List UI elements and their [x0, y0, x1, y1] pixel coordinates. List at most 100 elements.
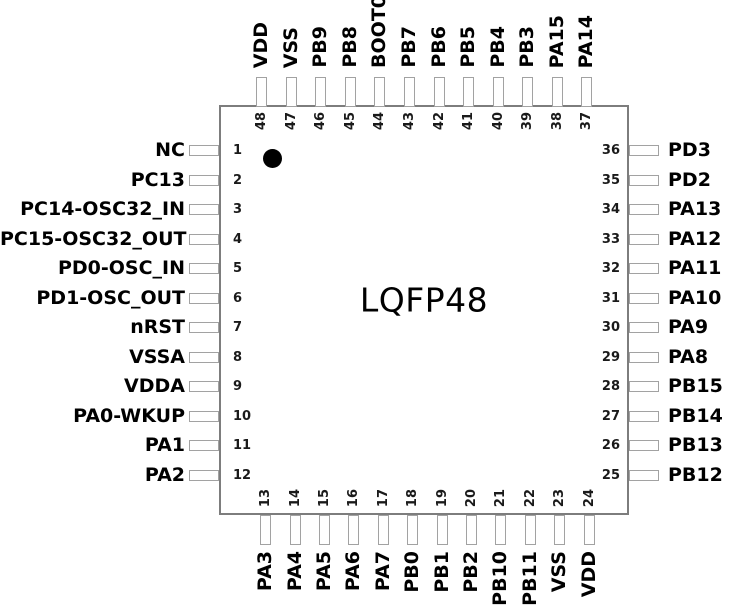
pin-number: 33: [601, 231, 620, 247]
pin-stub: [581, 77, 593, 107]
pin-number: 34: [601, 202, 620, 218]
pin-4: PC15-OSC32_OUT 4: [0, 225, 270, 255]
pin-stub: [189, 145, 219, 157]
pin-38: PA15 38: [542, 0, 572, 130]
pin-label: VDD: [577, 551, 600, 598]
pin-number: 4: [233, 231, 243, 247]
pin-label: PB1: [430, 551, 453, 593]
pin-number-area: 21: [486, 480, 515, 515]
pin-number: 12: [233, 467, 252, 483]
pin-label: VSS: [548, 551, 571, 593]
pin-number: 23: [552, 488, 568, 507]
pin-number: 5: [233, 261, 243, 277]
pin-number: 1: [233, 143, 243, 159]
pin-number-area: 15: [310, 480, 339, 515]
pin-number: 35: [601, 172, 620, 188]
pin-stub: [348, 515, 360, 545]
pin-13: 13 PA3: [251, 480, 280, 606]
pin-number: 47: [283, 112, 299, 131]
pin-10: PA0-WKUP 10: [0, 402, 270, 432]
pin-label: PA13: [668, 198, 722, 221]
pin-number: 31: [601, 290, 620, 306]
pin-stub: [629, 469, 659, 481]
pin-stub: [629, 174, 659, 186]
pin-number: 15: [317, 488, 333, 507]
pin-stub: [629, 263, 659, 275]
pin-number: 8: [233, 349, 243, 365]
chip-body: LQFP48: [219, 105, 629, 515]
pin-number: 6: [233, 290, 243, 306]
pin-number-area: 13: [251, 480, 280, 515]
pin-label: PB15: [668, 375, 723, 398]
pin-12: PA2 12: [0, 461, 270, 491]
pin-label-area: PB5: [454, 0, 484, 77]
pin-19: 19 PB1: [427, 480, 456, 606]
pin-label: PB7: [398, 26, 420, 68]
pin-stub: [189, 292, 219, 304]
pin-number: 21: [493, 488, 509, 507]
pin-17: 17 PA7: [369, 480, 398, 606]
pin-label: PA0-WKUP: [73, 404, 185, 427]
pin-30: 30 PA9: [590, 313, 732, 343]
pin-number: 9: [233, 379, 243, 395]
pin-8: VSSA 8: [0, 343, 270, 373]
pin-number: 18: [405, 488, 421, 507]
pin-stub: [629, 292, 659, 304]
pin-stub: [492, 77, 504, 107]
pin-23: 23 VSS: [545, 480, 574, 606]
pin-number: 39: [520, 112, 536, 131]
pin-label: BOOT0: [368, 0, 391, 68]
pin-3: PC14-OSC32_IN 3: [0, 195, 270, 225]
pin-number: 44: [372, 112, 388, 131]
pin-stub: [404, 77, 415, 107]
pin-29: 29 PA8: [590, 343, 732, 373]
pin-label-area: PA14: [572, 0, 602, 77]
pin-number: 40: [490, 112, 506, 131]
pin-label: PD0-OSC_IN: [57, 257, 185, 280]
pin-label-area: PB8: [336, 0, 366, 77]
pin-number: 27: [601, 408, 620, 424]
pin-28: 28 PB15: [590, 372, 732, 402]
right-pins: 36 PD3 35 PD2 34 PA13 33 PA12 32 PA11 31 PA10 30 PA9 2…: [590, 136, 732, 490]
pin-stub: [583, 515, 595, 545]
pin-stub: [189, 440, 219, 452]
pin-number: 10: [233, 408, 252, 424]
pin-43: PB7 43: [395, 0, 425, 130]
pin-number: 17: [375, 488, 391, 507]
pin-stub: [551, 77, 563, 107]
pin-25: 25 PB12: [590, 461, 732, 491]
pin-stub: [407, 515, 419, 545]
pin-36: 36 PD3: [590, 136, 732, 166]
pin-label: PA2: [144, 463, 185, 486]
pin-label: PB14: [668, 404, 723, 427]
pin-stub: [344, 77, 356, 107]
pin-label: PB0: [401, 551, 424, 593]
pin-label: PD3: [668, 139, 711, 162]
pin-label: PB2: [460, 551, 483, 593]
pin-34: 34 PA13: [590, 195, 732, 225]
pin-label: PA7: [371, 551, 394, 592]
pin-number-area: 14: [280, 480, 309, 515]
pin-32: 32 PA11: [590, 254, 732, 284]
pin-number: 7: [233, 320, 243, 336]
pin-number: 29: [601, 349, 620, 365]
pin-label-area: BOOT0: [365, 0, 395, 77]
pin-number: 25: [601, 467, 620, 483]
pin-2: PC13 2: [0, 166, 270, 196]
pin-label: PA5: [313, 551, 336, 592]
pin-stub: [629, 145, 659, 157]
pin-15: 15 PA5: [310, 480, 339, 606]
pin-42: PB6 42: [424, 0, 454, 130]
pin-6: PD1-OSC_OUT 6: [0, 284, 270, 314]
pin-number: 48: [254, 112, 270, 131]
pin-label: nRST: [130, 316, 185, 339]
pin-18: 18 PB0: [398, 480, 427, 606]
pin-stub: [319, 515, 331, 545]
pin-label: NC: [155, 139, 185, 162]
pin-stub: [629, 233, 659, 245]
pin-31: 31 PA10: [590, 284, 732, 314]
pin-label: PA14: [575, 14, 598, 68]
pin-stub: [436, 515, 448, 545]
pin-stub: [495, 515, 507, 545]
pin-20: 20 PB2: [457, 480, 486, 606]
